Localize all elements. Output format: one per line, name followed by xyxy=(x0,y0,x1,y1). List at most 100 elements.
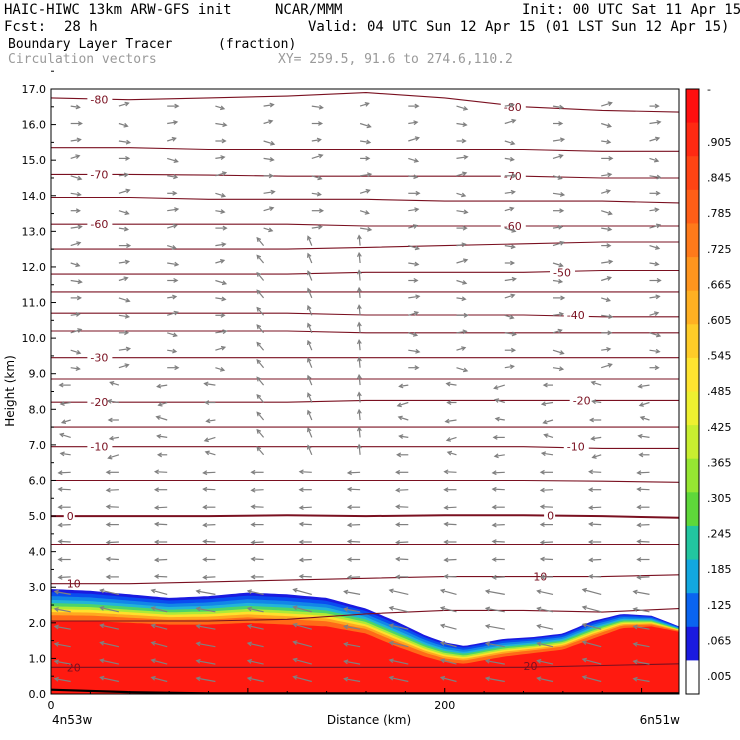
vector-arrow xyxy=(205,451,216,456)
vector-arrow xyxy=(118,210,129,215)
vector-arrow xyxy=(504,332,516,335)
vector-arrow xyxy=(344,608,361,613)
vector-arrow xyxy=(396,489,409,491)
vector-arrowhead xyxy=(415,190,421,196)
vector-arrow xyxy=(649,175,661,179)
vector-arrowhead xyxy=(446,450,453,456)
vector-arrow xyxy=(70,262,80,267)
vector-arrowhead xyxy=(462,367,469,373)
vector-arrowhead xyxy=(202,557,208,562)
vector-arrow xyxy=(263,191,275,194)
vector-arrowhead xyxy=(298,487,304,493)
vector-arrow xyxy=(494,454,505,457)
vector-arrowhead xyxy=(559,240,565,246)
vector-arrow xyxy=(358,287,361,298)
vector-arrowhead xyxy=(398,383,404,389)
vector-arrow xyxy=(542,452,554,456)
vector-arrow xyxy=(263,104,274,107)
vector-arrow xyxy=(601,314,613,318)
y-tick-label: 4.0 xyxy=(29,546,47,559)
vector-arrow xyxy=(263,140,275,145)
vector-arrowhead xyxy=(493,453,499,459)
vector-arrow xyxy=(167,262,179,266)
contour-label: -80 xyxy=(504,101,522,114)
vector-arrowhead xyxy=(123,172,130,178)
vector-arrowhead xyxy=(356,269,362,275)
vector-arrow xyxy=(485,607,505,613)
vector-arrow xyxy=(408,349,420,353)
vector-arrowhead xyxy=(494,416,500,422)
vector-arrow xyxy=(215,279,227,285)
vector-arrowhead xyxy=(559,350,565,355)
vector-arrow xyxy=(589,523,602,526)
vector-arrow xyxy=(456,172,467,177)
vector-arrow xyxy=(251,558,264,561)
vector-arrowhead xyxy=(395,487,401,493)
vector-arrowhead xyxy=(443,539,449,545)
vector-arrowhead xyxy=(195,624,201,629)
vector-arrow xyxy=(263,157,274,161)
vector-arrowhead xyxy=(220,155,226,160)
vector-arrow xyxy=(54,660,71,665)
vector-arrow xyxy=(552,349,564,355)
vector-arrowhead xyxy=(536,676,542,682)
vector-arrowhead xyxy=(77,175,83,181)
vector-arrowhead xyxy=(75,104,81,110)
vector-arrow xyxy=(389,641,409,648)
colorbar-swatch xyxy=(686,525,699,560)
vector-arrow xyxy=(649,349,660,353)
vector-arrow xyxy=(637,488,650,491)
vector-arrow xyxy=(156,416,168,421)
vector-arrowhead xyxy=(270,189,276,195)
colorbar-swatch xyxy=(686,89,699,124)
vector-arrowhead xyxy=(221,296,227,302)
vector-arrow xyxy=(591,381,602,386)
vector-arrow xyxy=(552,313,563,316)
vector-arrowhead xyxy=(150,675,156,681)
y-tick-label: 2.0 xyxy=(29,617,47,630)
vector-arrowhead xyxy=(443,574,449,579)
vector-arrowhead xyxy=(307,392,312,398)
vector-arrow xyxy=(649,262,659,265)
vector-arrowhead xyxy=(318,121,324,126)
vector-arrowhead xyxy=(268,227,274,233)
vector-arrowhead xyxy=(316,191,322,197)
vector-arrowhead xyxy=(58,382,64,388)
vector-arrowhead xyxy=(307,304,312,311)
vector-arrow xyxy=(494,384,505,389)
vector-arrowhead xyxy=(588,417,594,423)
vector-arrowhead xyxy=(219,259,226,264)
vector-arrow xyxy=(495,418,505,421)
valid-time: Valid: 04 UTC Sun 12 Apr 15 (01 LST Sun … xyxy=(308,19,730,35)
tracer-shading xyxy=(51,589,679,694)
vector-arrow xyxy=(492,488,505,491)
vector-arrowhead xyxy=(536,641,542,647)
vector-arrow xyxy=(311,139,321,142)
vector-arrowhead xyxy=(256,393,262,399)
vector-arrow xyxy=(408,175,418,178)
vector-arrowhead xyxy=(307,427,312,433)
vector-arrowhead xyxy=(539,469,545,475)
vector-arrowhead xyxy=(256,411,262,417)
vector-arrowhead xyxy=(413,311,420,316)
vector-arrow xyxy=(167,137,176,142)
vector-arrow xyxy=(358,270,361,281)
vector-arrowhead xyxy=(656,277,662,283)
vector-arrowhead xyxy=(57,522,63,528)
vector-arrow xyxy=(408,137,419,142)
vector-arrow xyxy=(155,523,168,526)
vector-arrowhead xyxy=(356,426,362,432)
vector-arrow xyxy=(552,192,564,196)
vector-arrowhead xyxy=(365,188,371,194)
vector-arrowhead xyxy=(250,487,256,493)
vector-arrow xyxy=(358,340,361,351)
vector-arrowhead xyxy=(202,574,208,580)
colorbar-swatch xyxy=(686,492,699,527)
colorbar-label: .005 xyxy=(707,670,732,683)
vector-arrow xyxy=(307,445,313,456)
vector-arrow xyxy=(70,328,82,334)
contour-line xyxy=(51,173,679,179)
vector-arrow xyxy=(633,608,650,613)
vector-arrowhead xyxy=(75,366,81,371)
vector-arrow xyxy=(100,607,120,613)
